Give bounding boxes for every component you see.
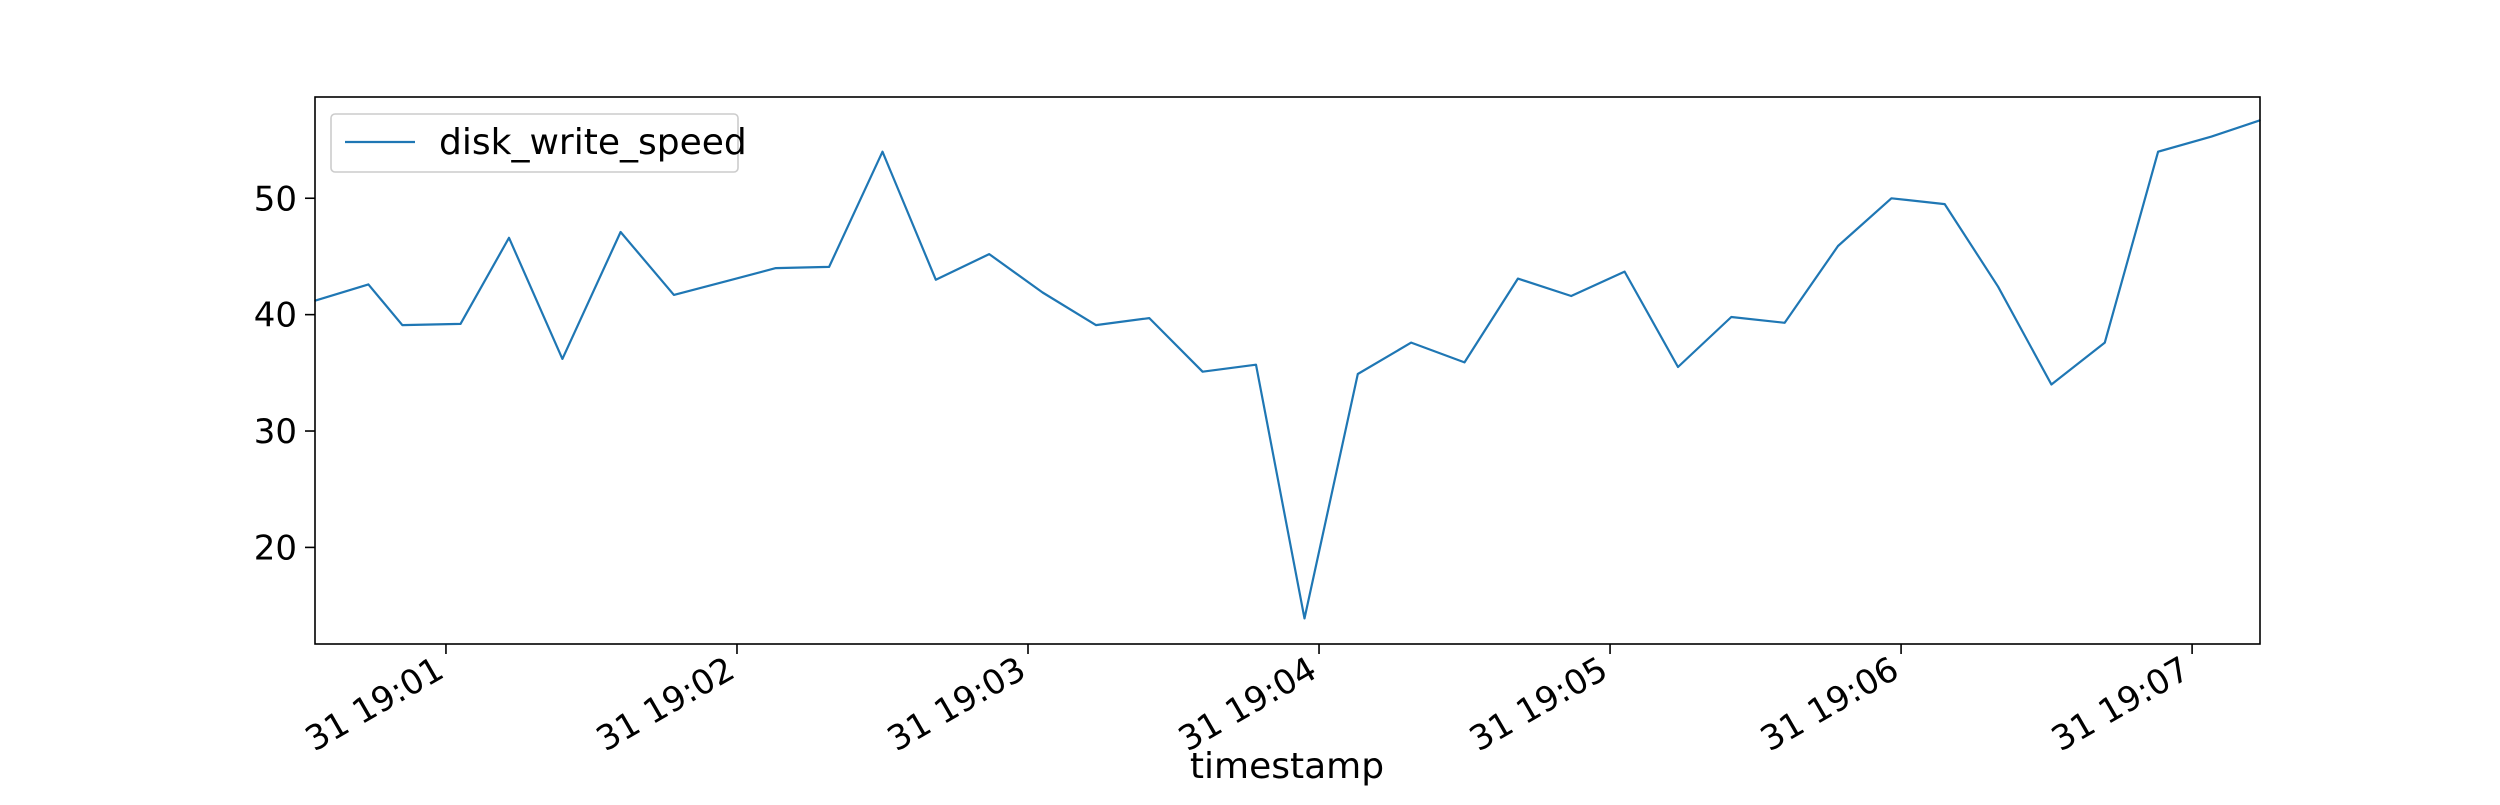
data-point-0-35 <box>2157 150 2159 153</box>
data-point-0-28 <box>1783 321 1786 324</box>
x-axis-label: timestamp <box>1190 746 1384 787</box>
data-point-0-13 <box>988 253 991 255</box>
data-point-0-25 <box>1623 270 1626 273</box>
data-point-0-12 <box>935 278 937 281</box>
y-tick-label-50: 50 <box>254 179 297 219</box>
data-point-0-22 <box>1463 361 1466 364</box>
y-axis-ticks: 20 30 40 50 <box>254 179 315 568</box>
data-point-0-27 <box>1730 316 1733 318</box>
data-point-0-15 <box>1095 324 1097 326</box>
plot-area <box>315 97 2260 644</box>
data-point-0-11 <box>881 150 884 153</box>
data-point-0-1 <box>367 283 370 286</box>
data-point-0-31 <box>1943 203 1946 205</box>
data-point-0-7 <box>673 294 675 296</box>
legend: disk_write_speed <box>330 113 747 173</box>
data-point-0-14 <box>1041 291 1044 294</box>
data-point-0-21 <box>1410 341 1412 344</box>
data-point-0-17 <box>1201 370 1204 373</box>
data-point-0-9 <box>774 267 777 269</box>
data-point-0-19 <box>1303 617 1306 620</box>
data-point-0-16 <box>1148 317 1151 319</box>
data-point-0-5 <box>561 358 564 360</box>
data-point-0-24 <box>1570 295 1573 297</box>
data-point-0-30 <box>1890 197 1893 200</box>
data-point-0-2 <box>401 324 404 326</box>
data-point-0-20 <box>1357 373 1359 375</box>
data-point-0-3 <box>459 323 462 325</box>
y-tick-label-20: 20 <box>254 528 297 568</box>
y-tick-label-30: 30 <box>254 412 297 452</box>
data-point-0-34 <box>2103 341 2106 344</box>
data-point-0-26 <box>1677 366 1679 368</box>
data-point-0-29 <box>1837 245 1839 247</box>
data-point-0-23 <box>1517 277 1519 280</box>
y-tick-label-40: 40 <box>254 296 297 336</box>
series-line-0 <box>314 119 2261 620</box>
series-layer <box>314 119 2261 620</box>
data-point-0-8 <box>726 280 729 282</box>
data-point-0-6 <box>619 231 622 233</box>
legend-entry-disk-write-speed: disk_write_speed <box>439 122 747 163</box>
data-point-0-32 <box>1997 285 1999 288</box>
legend-box <box>330 113 739 173</box>
data-point-0-36 <box>2210 135 2213 138</box>
data-point-0-33 <box>2050 383 2053 386</box>
data-point-0-18 <box>1255 363 1257 366</box>
plot-frame <box>314 96 2261 645</box>
data-point-0-10 <box>828 266 830 268</box>
data-point-0-4 <box>508 237 510 239</box>
